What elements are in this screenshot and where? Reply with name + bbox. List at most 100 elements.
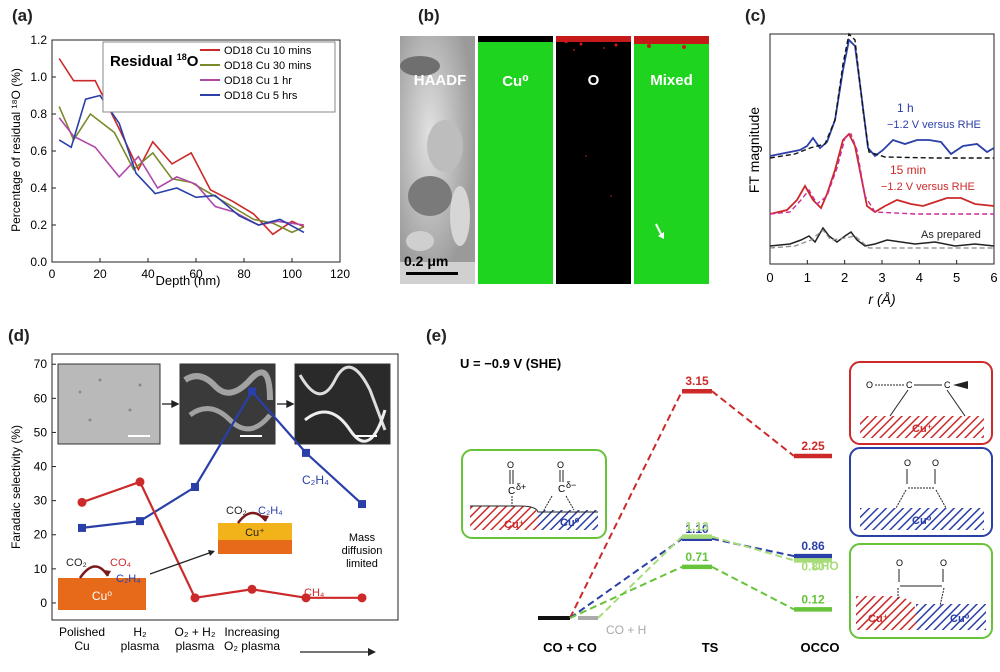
e-path-up	[569, 565, 683, 619]
e-potential: U = −0.9 V (SHE)	[460, 356, 561, 371]
svg-text:O: O	[507, 460, 514, 470]
svg-text:Cu⁺: Cu⁺	[868, 613, 889, 625]
svg-text:δ+: δ+	[516, 482, 526, 492]
d-point-c2h4	[191, 483, 199, 491]
a-xtick-label: 120	[330, 267, 350, 281]
c-xtick-label: 0	[766, 270, 773, 285]
d-point-c2h4	[136, 517, 144, 526]
e-xlabel-occo: OCCO	[801, 640, 840, 655]
d-point-ch4	[77, 497, 87, 507]
a-xtick-label: 0	[49, 267, 56, 281]
svg-text:O: O	[557, 460, 564, 470]
e-ts-value: 0.71	[685, 550, 709, 564]
d-category-label: O₂ + H₂	[175, 625, 216, 639]
chart-d: 0 10 20 30 40 50 60 70 Cu⁰	[9, 353, 399, 656]
d-annot-c2h4-right: C₂H₄	[302, 473, 329, 487]
d-annot-co4-left: CO₄	[110, 557, 132, 569]
oxygen-texture	[556, 36, 631, 197]
e-xlabel-coco: CO + CO	[543, 640, 597, 655]
panel-a: (a) 0 20 40 60 80 100 120 0.0 0.2 0.4 0.6 0.8 1.0 1.2…	[0, 0, 360, 300]
d-annot-c2h4-left: C₂H₄	[116, 573, 141, 585]
a-series-line	[58, 58, 305, 236]
panel-e-label: (e)	[426, 326, 447, 345]
e-ts-value: 3.15	[685, 374, 709, 388]
c-series-1h-fit	[769, 32, 994, 159]
e-occo-value: 2.25	[801, 439, 825, 453]
ylabel-d: Faradaic selectivity (%)	[9, 425, 23, 549]
a-series-line	[58, 94, 305, 234]
d-series-line	[81, 480, 362, 600]
d-point-ch4	[190, 593, 200, 603]
oxygen-map: O	[556, 36, 631, 284]
d-ytick-label: 0	[40, 596, 47, 610]
e-occo-value: 0.12	[801, 592, 825, 606]
d-category-label: O₂ plasma	[224, 639, 280, 653]
d-category-label: plasma	[121, 639, 160, 653]
legend-title-a: Residual 18O	[110, 52, 199, 70]
svg-text:Cu⁺: Cu⁺	[504, 519, 525, 531]
cuplus-block: Cu⁺	[218, 511, 292, 554]
d-point-c2h4	[302, 448, 310, 457]
e-label-co-h: CO + H	[606, 623, 646, 637]
d-ytick-label: 40	[34, 460, 48, 474]
c-xtick-label: 6	[990, 270, 997, 285]
e-occo-value: 0.86	[801, 539, 825, 553]
scalebar	[406, 272, 458, 275]
svg-text:C: C	[906, 380, 913, 390]
svg-text:O: O	[940, 558, 947, 568]
svg-text:C: C	[508, 486, 515, 497]
c-annot-15min-potential: −1.2 V versus RHE	[881, 181, 975, 193]
e-path-down	[711, 390, 795, 457]
a-ytick-label: 0.8	[30, 107, 47, 121]
d-annot-co2-mid: CO₂	[226, 505, 247, 517]
haadf-texture	[400, 36, 475, 284]
svg-text:C: C	[558, 484, 565, 495]
mixed-label: Mixed	[650, 72, 693, 89]
c-xtick-label: 4	[916, 270, 923, 285]
chart-d-frame	[51, 353, 399, 621]
svg-text:Cu⁰: Cu⁰	[92, 589, 112, 603]
svg-text:Cu⁰: Cu⁰	[560, 517, 580, 529]
a-ytick-label: 1.2	[30, 33, 47, 47]
a-ytick-label: 0.4	[30, 181, 47, 195]
e-ts-value: 1.10	[685, 522, 709, 536]
c-series-as-prepared	[769, 226, 995, 247]
e-path-down	[711, 535, 795, 562]
panel-d: (d) 0 10 20 30 40 50 60 70	[0, 320, 420, 672]
svg-text:Cu⁺: Cu⁺	[912, 423, 933, 435]
a-xtick-label: 100	[282, 267, 302, 281]
cu0-top-edge	[478, 36, 553, 42]
c-series-15min-fit	[769, 132, 994, 215]
svg-text:δ−: δ−	[566, 480, 576, 490]
e-occo-value: 0.80	[801, 559, 825, 573]
c-xtick-label: 2	[841, 270, 848, 285]
d-ytick-label: 10	[34, 562, 48, 576]
svg-text:O: O	[896, 558, 903, 568]
c-series-1h	[769, 38, 995, 158]
d-point-ch4	[247, 584, 257, 594]
xlabel-c: r (Å)	[868, 291, 895, 307]
a-xtick-label: 60	[189, 267, 203, 281]
a-ytick-label: 0.2	[30, 218, 47, 232]
microscopy-strip: HAADF 0.2 μm Cu⁰ O	[400, 36, 709, 284]
panel-c: (c) 0 1 2 3 4 5 6 1 h −1.2 V versus RHE 15 min…	[735, 0, 1000, 310]
svg-text:O: O	[904, 458, 911, 468]
panel-b-label: (b)	[418, 6, 440, 25]
haadf-image: HAADF 0.2 μm	[400, 36, 475, 284]
panel-b: (b) HAADF 0.2 μm Cu⁰	[398, 0, 709, 290]
d-point-ch4	[301, 593, 311, 603]
e-path-up	[569, 390, 683, 619]
svg-text:O: O	[932, 458, 939, 468]
oxygen-label: O	[587, 72, 600, 89]
d-annot-mass-1: Mass	[349, 532, 376, 544]
svg-text:Cu⁰: Cu⁰	[950, 613, 970, 625]
xlabel-a: Depth (nm)	[155, 273, 220, 288]
panel-a-label: (a)	[12, 6, 33, 25]
c-xtick-label: 1	[804, 270, 811, 285]
chart-a: 0 20 40 60 80 100 120 0.0 0.2 0.4 0.6 0.8 1.0 1.2 Res…	[9, 33, 350, 288]
legend-box-a	[102, 41, 336, 113]
e-structure-left: Cu⁺ Cu⁰ O C δ+ O C δ−	[461, 449, 607, 539]
a-series-line	[58, 106, 305, 234]
e-path-up	[597, 535, 683, 619]
a-ytick-label: 0.6	[30, 144, 47, 158]
